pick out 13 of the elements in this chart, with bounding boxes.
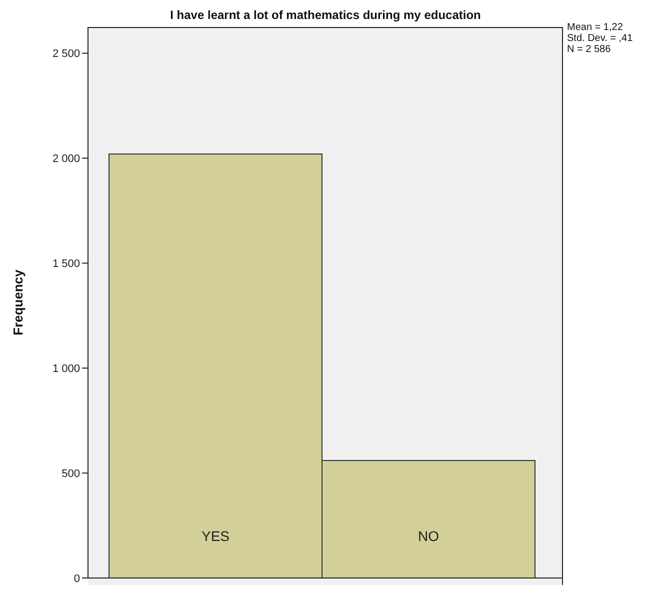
y-tick-label: 1 500 [52, 258, 80, 270]
y-tick-label: 0 [74, 572, 80, 585]
y-tick-label: 1 000 [52, 363, 80, 375]
y-tick-label: 2 500 [52, 48, 80, 60]
text: N = 2 586 [567, 44, 612, 55]
chart-title: I have learnt a lot of mathematics during my education [169, 8, 482, 22]
y-axis-title: Frequency [10, 268, 26, 336]
text: Mean = 1,22 [567, 22, 624, 33]
text: Std. Dev. = ,41 [567, 33, 633, 44]
y-tick-label: 500 [62, 468, 80, 480]
x-tick-label: NO [418, 528, 440, 544]
y-tick-label: 2 000 [52, 153, 80, 166]
x-tick-label: YES [201, 528, 230, 544]
